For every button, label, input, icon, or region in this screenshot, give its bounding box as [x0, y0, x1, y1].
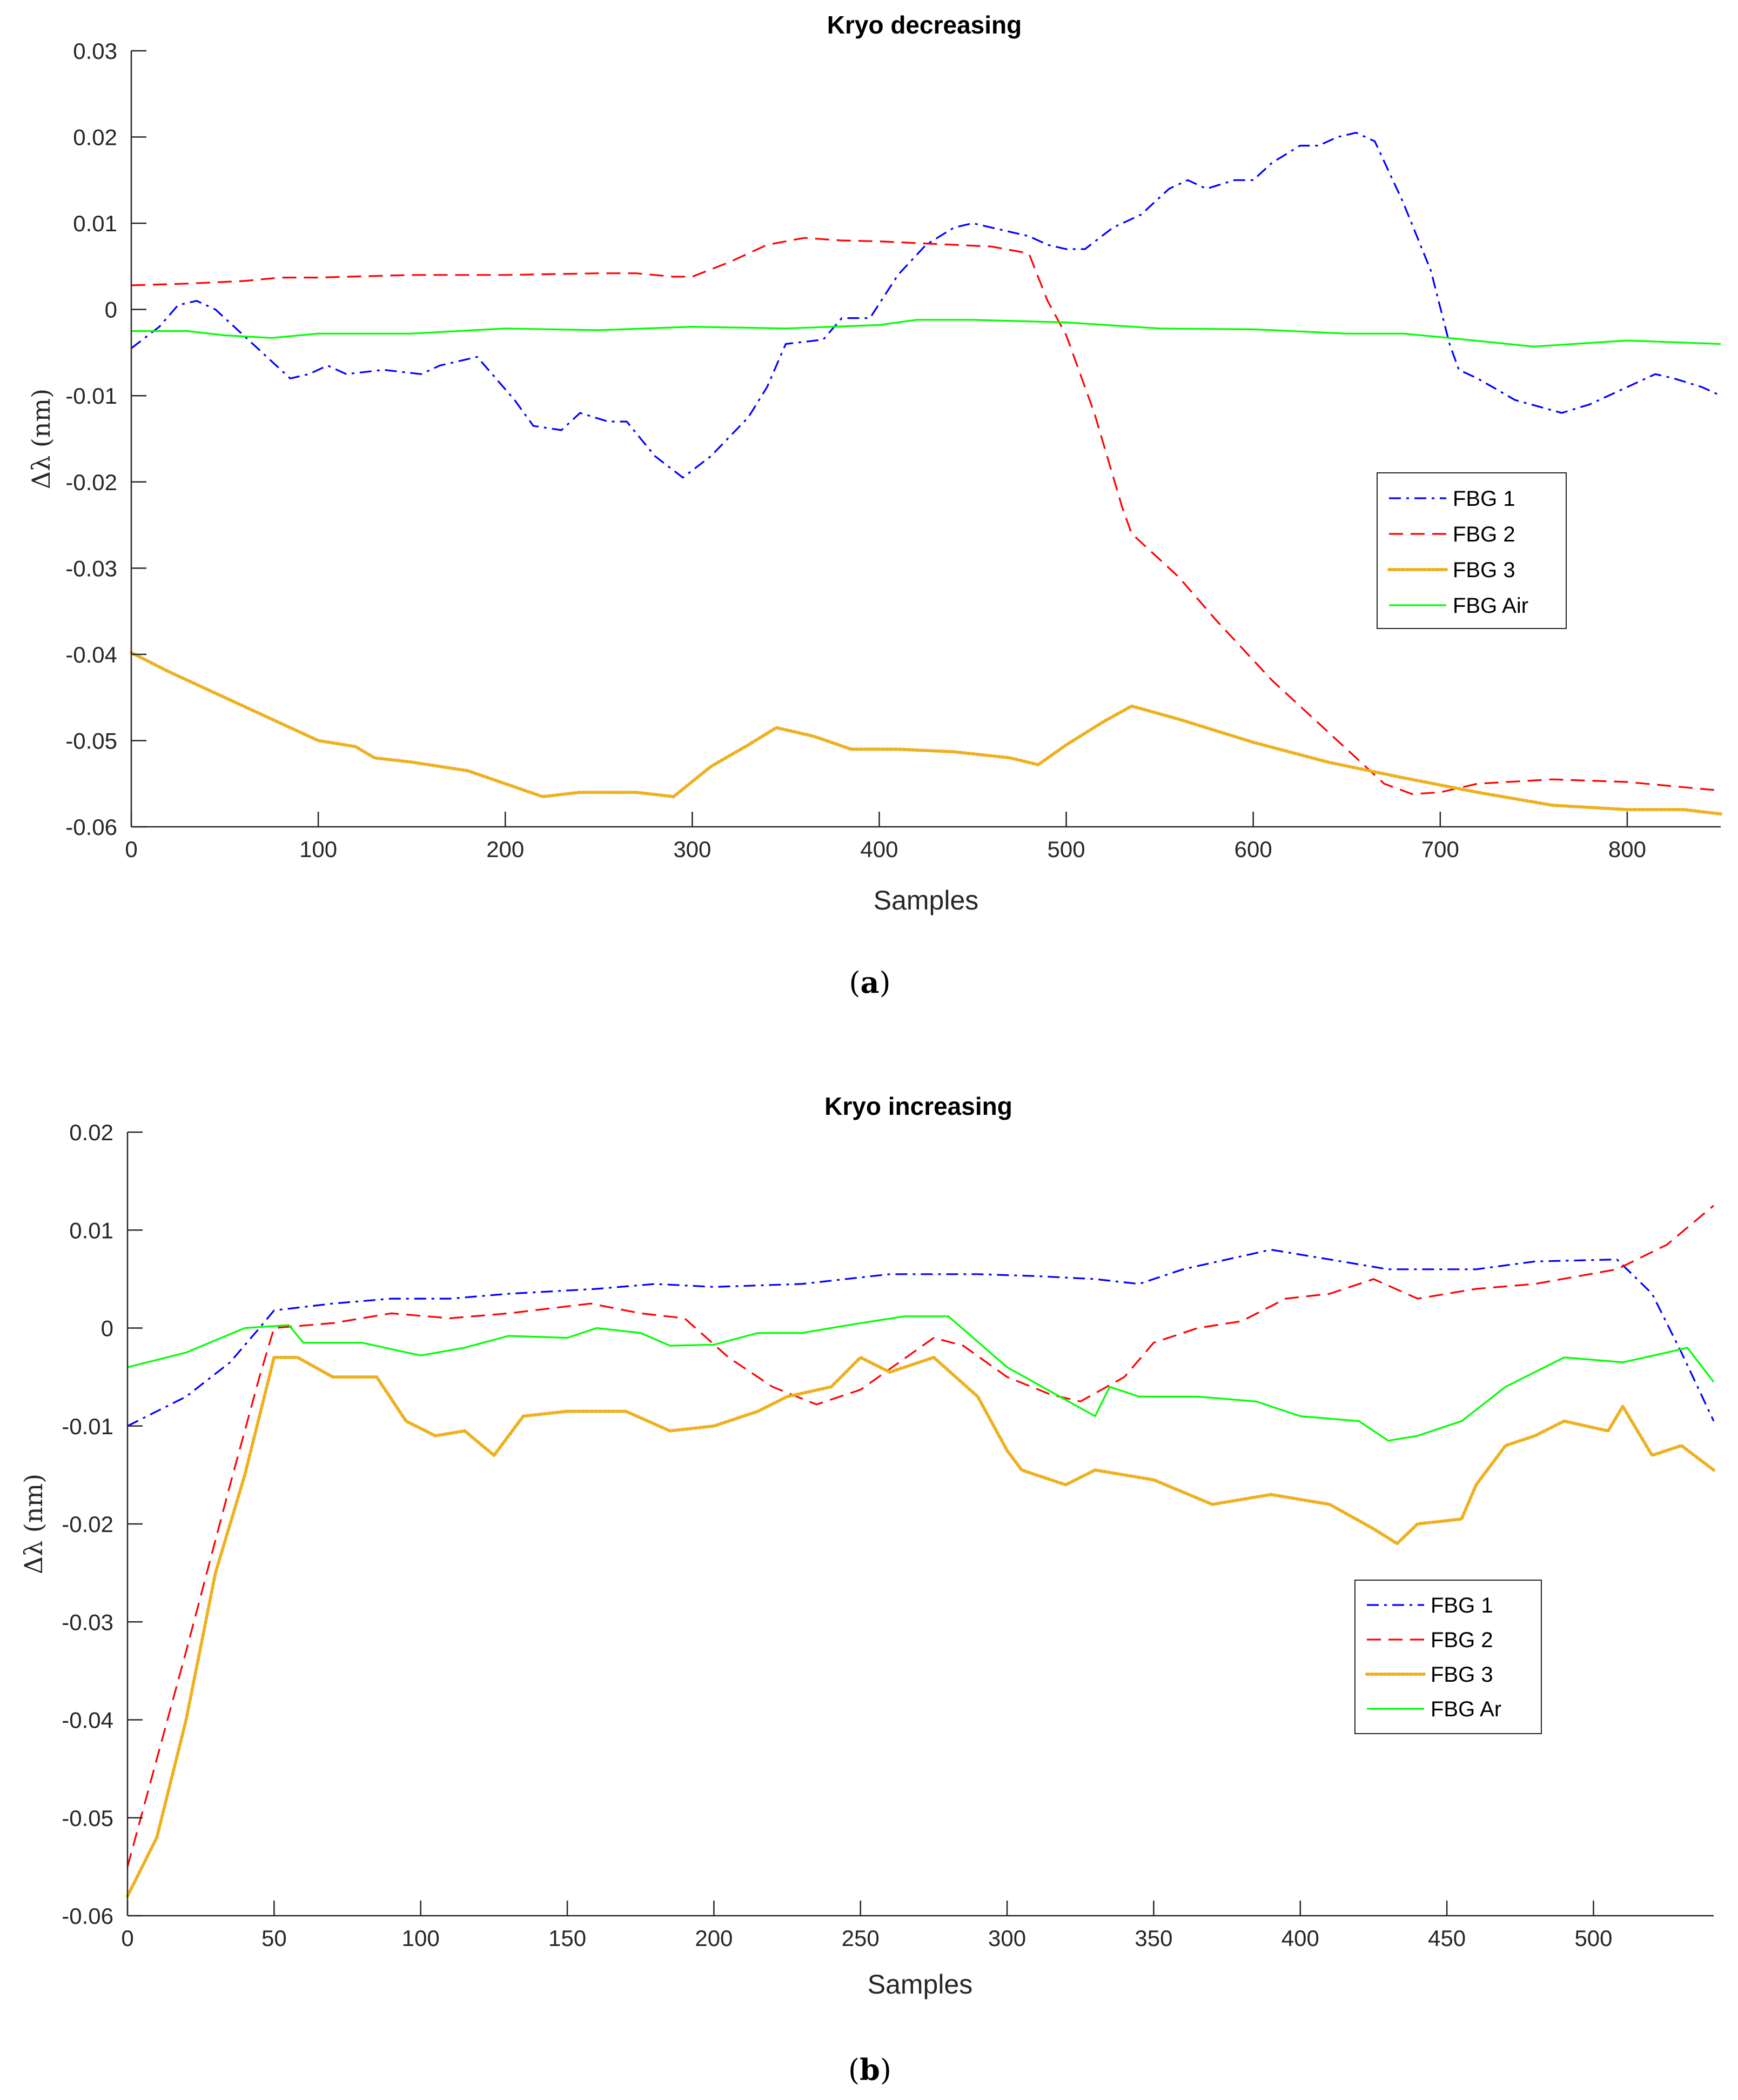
- series-line-fbg-3: [126, 1355, 1715, 1898]
- y-tick-label: 0.01: [69, 1218, 113, 1243]
- y-tick-label: -0.05: [65, 728, 117, 753]
- legend: FBG 1 FBG 2 FBG 3 FBG Air: [1377, 472, 1567, 629]
- panel-caption: (b): [848, 2052, 891, 2087]
- y-tick-label: -0.02: [62, 1512, 113, 1537]
- x-tick-label: 0: [125, 837, 137, 862]
- legend-label: FBG 3: [1453, 558, 1515, 582]
- x-tick-label: 350: [1135, 1925, 1172, 1951]
- series-line-fbg-3: [130, 651, 1722, 816]
- x-tick-label: 50: [261, 1925, 287, 1951]
- x-axis-label: Samples: [868, 1969, 973, 1999]
- series-line-fbg-2: [131, 237, 1721, 795]
- y-tick-label: 0: [105, 297, 117, 323]
- y-tick-label: 0.01: [73, 211, 117, 236]
- x-tick-label: 300: [988, 1925, 1026, 1951]
- y-axis-label: Δλ (nm): [26, 389, 56, 489]
- legend-label: FBG 2: [1453, 523, 1515, 546]
- legend-item-fbg-1: FBG 1: [1389, 487, 1515, 511]
- x-axis-label: Samples: [874, 885, 979, 915]
- x-tick-label: 150: [548, 1925, 586, 1951]
- y-tick-label: -0.06: [62, 1903, 113, 1929]
- series-line-fbg-1: [127, 1248, 1715, 1427]
- x-tick-label: 700: [1421, 837, 1459, 862]
- legend-item-fbg-2: FBG 2: [1389, 523, 1515, 546]
- x-tick-label: 250: [842, 1925, 880, 1951]
- y-tick-label: -0.03: [65, 556, 117, 581]
- y-tick-label: 0.02: [73, 125, 117, 150]
- y-tick-label: 0.03: [73, 38, 117, 64]
- series-line-fbg-1: [131, 132, 1721, 479]
- y-tick-label: -0.05: [62, 1805, 113, 1831]
- x-tick-label: 200: [695, 1925, 733, 1951]
- plot-area: 0 50 100 150 200 250 300 350 400 450 500 -0.06 -0.05…: [62, 1120, 1715, 1951]
- legend-item-fbg-air: FBG Air: [1389, 594, 1528, 618]
- x-tick-label: 200: [486, 837, 524, 862]
- legend-item-fbg-1: FBG 1: [1367, 1594, 1493, 1617]
- y-tick-label: 0.02: [69, 1120, 113, 1145]
- panel-b-kryo-increasing: Kryo increasing 0 50 100 150 200 250 300 350 400…: [19, 1092, 1715, 2087]
- x-tick-label: 400: [1281, 1925, 1319, 1951]
- legend-label: FBG 1: [1431, 1594, 1493, 1617]
- y-tick-label: -0.02: [65, 470, 117, 495]
- legend-label: FBG 1: [1453, 487, 1515, 511]
- chart-title: Kryo decreasing: [827, 11, 1022, 39]
- legend-label: FBG Air: [1453, 594, 1528, 618]
- panel-caption: (a): [849, 965, 890, 1000]
- legend-label: FBG 3: [1431, 1663, 1493, 1687]
- chart-title: Kryo increasing: [824, 1092, 1012, 1120]
- y-tick-label: -0.04: [62, 1708, 113, 1733]
- y-tick-label: -0.03: [62, 1609, 113, 1635]
- y-tick-label: -0.04: [65, 642, 117, 667]
- panel-a-kryo-decreasing: Kryo decreasing 0 100 200 300 400 500 600 700 80…: [26, 11, 1722, 1000]
- x-tick-label: 450: [1428, 1925, 1466, 1951]
- y-tick-label: 0: [101, 1316, 113, 1341]
- x-tick-label: 0: [121, 1925, 133, 1951]
- legend-label: FBG Ar: [1431, 1697, 1501, 1721]
- y-axis-label: Δλ (nm): [19, 1474, 48, 1574]
- x-tick-label: 500: [1048, 837, 1085, 862]
- legend-item-fbg-3: FBG 3: [1365, 1663, 1493, 1687]
- y-tick-label: -0.06: [65, 814, 117, 840]
- x-tick-label: 100: [402, 1925, 440, 1951]
- y-tick-label: -0.01: [62, 1414, 113, 1439]
- series-line-fbg-air: [131, 319, 1721, 347]
- plot-area: 0 100 200 300 400 500 600 700 800 -0.06 -0.05 -0.04…: [65, 38, 1722, 862]
- x-tick-label: 100: [299, 837, 337, 862]
- x-tick-label: 800: [1608, 837, 1646, 862]
- legend-label: FBG 2: [1431, 1628, 1493, 1652]
- legend-item-fbg-ar: FBG Ar: [1367, 1697, 1501, 1721]
- x-tick-label: 600: [1234, 837, 1272, 862]
- legend: FBG 1 FBG 2 FBG 3 FBG Ar: [1354, 1580, 1542, 1734]
- y-tick-label: -0.01: [65, 383, 117, 409]
- x-tick-label: 500: [1574, 1925, 1612, 1951]
- legend-item-fbg-2: FBG 2: [1367, 1628, 1493, 1652]
- series-line-fbg-ar: [127, 1315, 1715, 1442]
- x-tick-label: 300: [673, 837, 711, 862]
- legend-item-fbg-3: FBG 3: [1387, 558, 1515, 582]
- x-tick-label: 400: [860, 837, 898, 862]
- series-line-fbg-2: [126, 1205, 1715, 1867]
